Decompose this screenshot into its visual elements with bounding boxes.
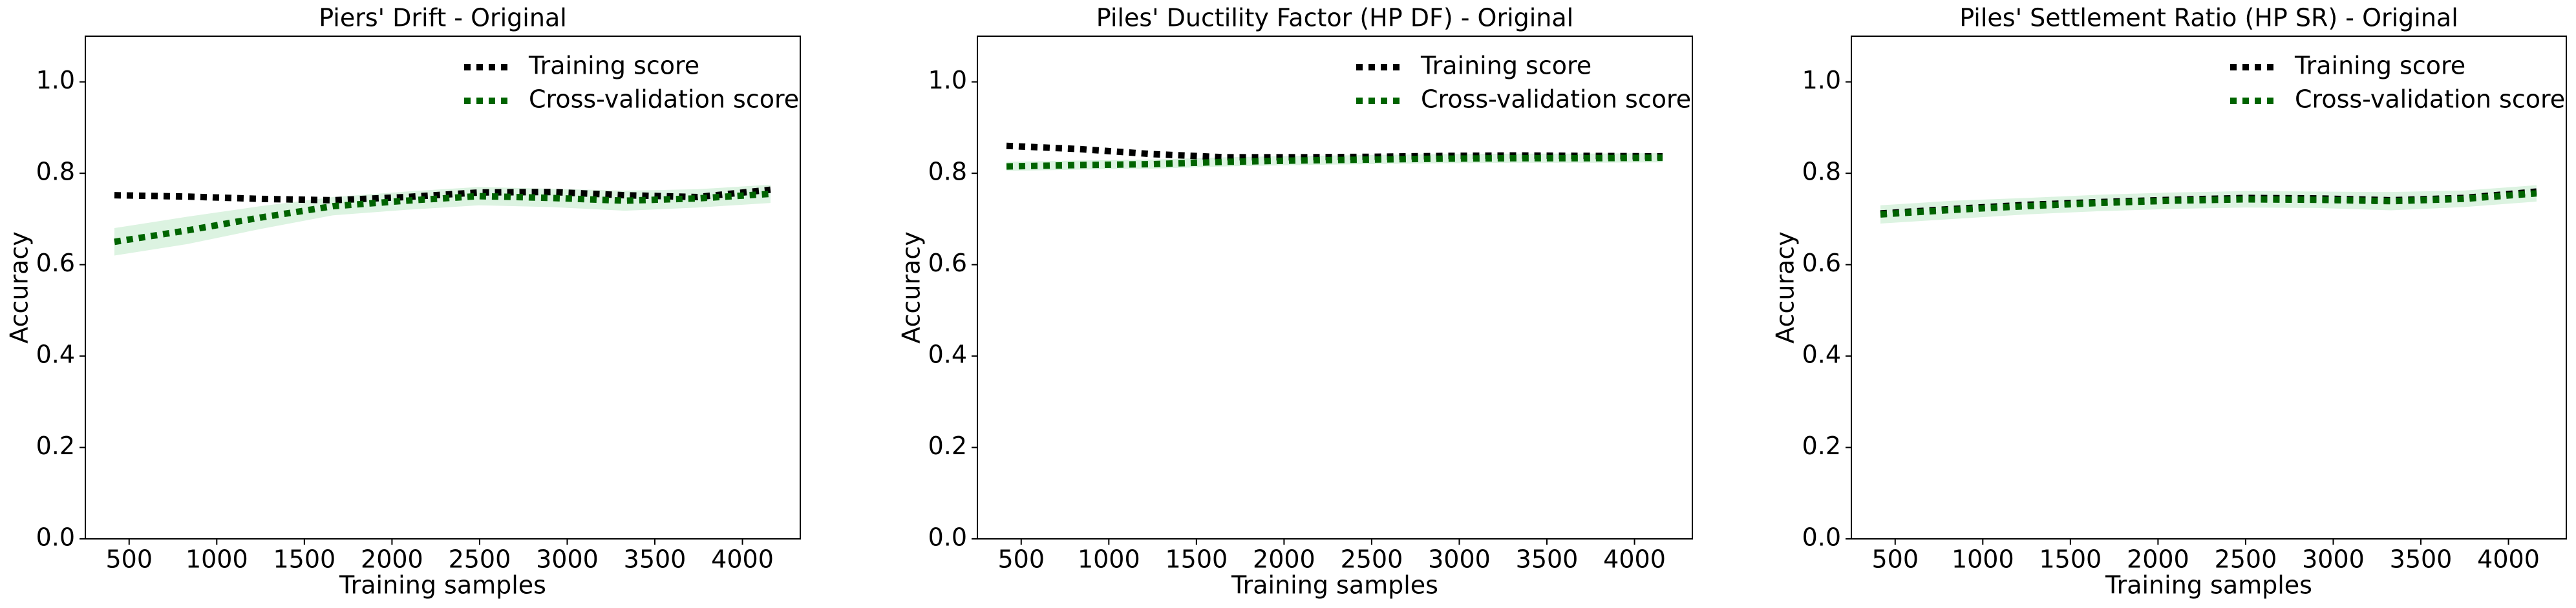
x-tick-label: 500 xyxy=(1872,545,1919,574)
chart-title: Piers' Drift - Original xyxy=(319,4,567,32)
x-axis-label: Training samples xyxy=(2105,571,2312,600)
score-line xyxy=(114,191,771,246)
std-band xyxy=(1880,185,2537,224)
chart-panel: Piers' Drift - Original Training samples A… xyxy=(5,4,801,600)
legend: Training score Cross-validation score xyxy=(1356,52,1691,114)
x-tick-label: 3000 xyxy=(536,545,599,574)
y-tick-label: 0.4 xyxy=(36,341,75,369)
x-tick-label: 3500 xyxy=(2390,545,2453,574)
x-tick-label: 4000 xyxy=(1603,545,1666,574)
y-tick-label: 0.8 xyxy=(36,158,75,186)
x-tick-label: 2000 xyxy=(361,545,423,574)
y-tick-label: 0.0 xyxy=(928,523,967,552)
x-tick-label: 2000 xyxy=(1253,545,1315,574)
y-tick-label: 0.0 xyxy=(1802,523,1841,552)
x-tick-label: 2500 xyxy=(2215,545,2277,574)
x-tick-label: 500 xyxy=(998,545,1045,574)
x-tick-label: 500 xyxy=(106,545,153,574)
x-tick-label: 1500 xyxy=(273,545,335,574)
y-tick-label: 0.2 xyxy=(928,432,967,460)
y-tick-label: 0.8 xyxy=(928,158,967,186)
legend-label: Cross-validation score xyxy=(2295,85,2565,114)
x-axis-label: Training samples xyxy=(1231,571,1438,600)
chart-panel: Piles' Settlement Ratio (HP SR) - Origin… xyxy=(1771,4,2567,600)
y-axis-label: Accuracy xyxy=(1771,231,1800,344)
x-tick-label: 3500 xyxy=(1516,545,1579,574)
x-tick-label: 2000 xyxy=(2127,545,2189,574)
chart-panel: Piles' Ductility Factor (HP DF) - Origin… xyxy=(897,4,1693,600)
score-line xyxy=(1006,154,1663,170)
x-tick-label: 1500 xyxy=(1165,545,1228,574)
x-tick-label: 1000 xyxy=(186,545,248,574)
x-tick-label: 1500 xyxy=(2039,545,2102,574)
x-tick-label: 2500 xyxy=(449,545,511,574)
legend: Training score Cross-validation score xyxy=(2230,52,2565,114)
x-tick-label: 1000 xyxy=(1078,545,1140,574)
legend: Training score Cross-validation score xyxy=(464,52,799,114)
x-axis-label: Training samples xyxy=(339,571,546,600)
y-tick-label: 0.4 xyxy=(928,341,967,369)
chart-title: Piles' Settlement Ratio (HP SR) - Origin… xyxy=(1959,4,2458,32)
y-tick-label: 1.0 xyxy=(1802,66,1841,94)
y-tick-label: 0.6 xyxy=(928,249,967,277)
chart-title: Piles' Ductility Factor (HP DF) - Origin… xyxy=(1096,4,1573,32)
legend-label: Training score xyxy=(1420,52,1591,80)
legend-label: Cross-validation score xyxy=(1421,85,1691,114)
x-tick-label: 4000 xyxy=(2477,545,2540,574)
x-tick-label: 3000 xyxy=(1428,545,1491,574)
legend-label: Cross-validation score xyxy=(529,85,799,114)
plot-frame xyxy=(1851,36,2567,540)
y-tick-label: 0.2 xyxy=(1802,432,1841,460)
plot-frame xyxy=(977,36,1693,540)
y-tick-label: 0.4 xyxy=(1802,341,1841,369)
y-tick-label: 0.0 xyxy=(36,523,75,552)
y-tick-label: 0.6 xyxy=(36,249,75,277)
x-tick-label: 2500 xyxy=(1341,545,1403,574)
x-tick-label: 1000 xyxy=(1952,545,2014,574)
legend-label: Training score xyxy=(2294,52,2465,80)
x-tick-label: 3000 xyxy=(2302,545,2365,574)
y-tick-label: 1.0 xyxy=(36,66,75,94)
legend-label: Training score xyxy=(528,52,699,80)
y-tick-label: 0.2 xyxy=(36,432,75,460)
x-tick-label: 4000 xyxy=(711,545,774,574)
x-tick-label: 3500 xyxy=(624,545,687,574)
y-tick-label: 0.8 xyxy=(1802,158,1841,186)
plot-frame xyxy=(85,36,801,540)
y-tick-label: 1.0 xyxy=(928,66,967,94)
y-axis-label: Accuracy xyxy=(5,231,34,344)
y-tick-label: 0.6 xyxy=(1802,249,1841,277)
y-axis-label: Accuracy xyxy=(897,231,926,344)
